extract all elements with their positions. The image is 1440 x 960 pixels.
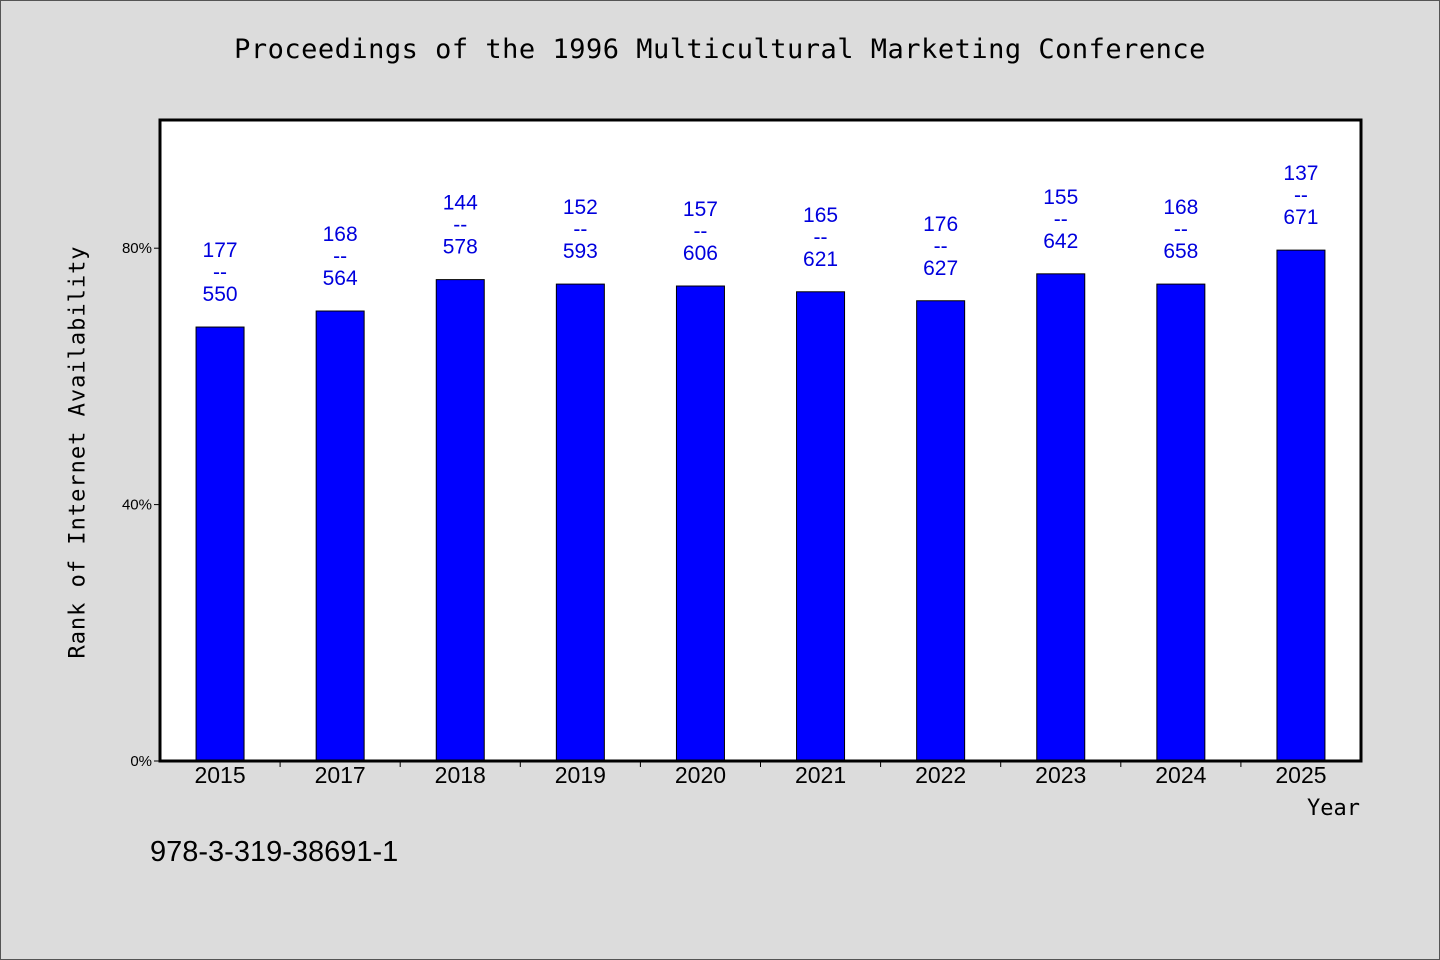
data-label-2017-2: 564 [323, 267, 358, 290]
bar-2024 [1156, 283, 1206, 762]
bar-2023 [1036, 273, 1086, 762]
x-tick-label-2020: 2020 [675, 762, 726, 788]
data-label-2024-2: 658 [1163, 240, 1198, 263]
bar-2022 [916, 300, 966, 762]
data-label-2024-0: 168 [1163, 196, 1198, 219]
data-label-2020-2: 606 [683, 242, 718, 265]
y-tick-label-0: 0% [130, 753, 152, 770]
data-label-2022-2: 627 [923, 257, 958, 280]
data-label-2019-1: -- [573, 218, 587, 241]
bar-2017 [315, 310, 365, 762]
bar-2020 [675, 285, 725, 762]
bar-2015 [195, 326, 245, 762]
x-tick-label-2021: 2021 [795, 762, 846, 788]
x-tick-label-2025: 2025 [1275, 762, 1326, 788]
data-label-2015-1: -- [213, 261, 227, 284]
x-tick-label-2023: 2023 [1035, 762, 1086, 788]
data-label-2015-2: 550 [203, 283, 238, 306]
data-label-2022-1: -- [934, 235, 948, 258]
bar-2021 [796, 291, 846, 762]
x-tick-label-2015: 2015 [194, 762, 245, 788]
data-label-2018-0: 144 [443, 192, 478, 215]
isbn-label: 978-3-319-38691-1 [150, 836, 399, 868]
data-label-2022-0: 176 [923, 213, 958, 236]
plot-border [158, 118, 1363, 763]
data-label-2025-0: 137 [1283, 162, 1318, 185]
x-tick-label-2022: 2022 [915, 762, 966, 788]
bar-2018 [435, 279, 485, 762]
data-label-2021-1: -- [814, 226, 828, 249]
x-tick-label-2018: 2018 [435, 762, 486, 788]
data-label-2019-0: 152 [563, 196, 598, 219]
data-label-2018-1: -- [453, 214, 467, 237]
data-label-2017-1: -- [333, 245, 347, 268]
data-label-2019-2: 593 [563, 240, 598, 263]
x-tick-label-2024: 2024 [1155, 762, 1206, 788]
y-tick-label-40: 40% [122, 497, 152, 514]
data-label-2025-1: -- [1294, 184, 1308, 207]
data-label-2023-1: -- [1054, 208, 1068, 231]
data-label-2023-0: 155 [1043, 186, 1078, 209]
data-label-2021-2: 621 [803, 248, 838, 271]
bar-2025 [1276, 249, 1326, 762]
data-label-2015-0: 177 [203, 239, 238, 262]
data-label-2017-0: 168 [323, 223, 358, 246]
data-label-2023-2: 642 [1043, 230, 1078, 253]
x-tick-label-2019: 2019 [555, 762, 606, 788]
data-label-2020-1: -- [693, 220, 707, 243]
data-label-2020-0: 157 [683, 198, 718, 221]
data-label-2024-1: -- [1174, 218, 1188, 241]
y-tick-label-80: 80% [122, 240, 152, 257]
chart-title: Proceedings of the 1996 Multicultural Ma… [234, 34, 1206, 65]
data-label-2021-0: 165 [803, 204, 838, 227]
data-label-2018-2: 578 [443, 236, 478, 259]
data-label-2025-2: 671 [1283, 206, 1318, 229]
bar-2019 [555, 283, 605, 762]
x-tick-label-2017: 2017 [315, 762, 366, 788]
x-axis-label: Year [1307, 796, 1360, 821]
